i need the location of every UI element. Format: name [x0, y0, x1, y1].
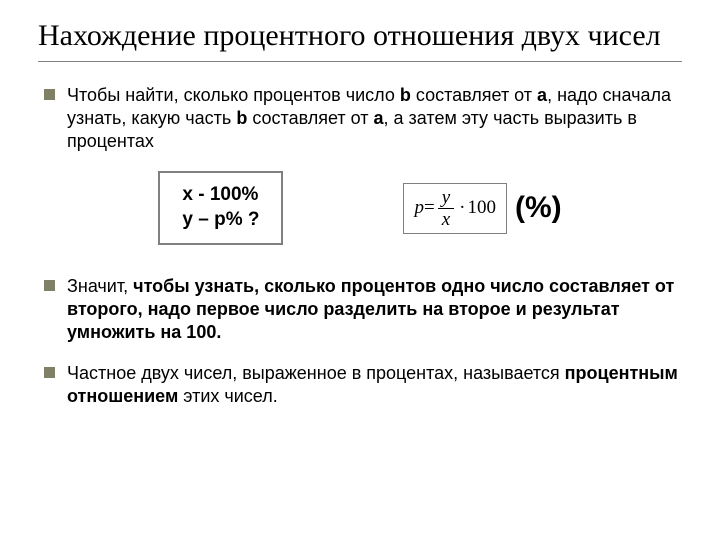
text-part: составляет от — [411, 85, 537, 105]
bullet-3-text: Частное двух чисел, выраженное в процент… — [67, 362, 682, 408]
bullet-2: Значит, чтобы узнать, сколько процентов … — [38, 275, 682, 344]
text-part: этих чисел. — [178, 386, 277, 406]
bullet-marker-icon — [44, 280, 55, 291]
slide: Нахождение процентного отношения двух чи… — [0, 0, 720, 446]
formula-hundred: 100 — [467, 197, 496, 219]
bullet-marker-icon — [44, 367, 55, 378]
bullet-2-text: Значит, чтобы узнать, сколько процентов … — [67, 275, 682, 344]
formula-fraction: y x — [438, 188, 454, 229]
bullet-3: Частное двух чисел, выраженное в процент… — [38, 362, 682, 408]
title-underline — [38, 61, 682, 62]
text-part: Частное двух чисел, выраженное в процент… — [67, 363, 565, 383]
formula-row: x - 100% y – p% ? p = y x · 100 (%) — [38, 171, 682, 244]
formula-den: x — [438, 209, 454, 229]
text-part: Значит, — [67, 276, 133, 296]
formula-lhs: p — [414, 197, 424, 219]
text-bold: b — [236, 108, 247, 128]
text-bold: b — [400, 85, 411, 105]
formula-right-wrap: p = y x · 100 (%) — [403, 183, 561, 234]
text-bold: a — [374, 108, 384, 128]
formula-num: y — [438, 188, 454, 209]
formula-right-box: p = y x · 100 — [403, 183, 506, 234]
text-bold: чтобы узнать, сколько процентов одно чис… — [67, 276, 674, 342]
bullet-marker-icon — [44, 89, 55, 100]
text-bold: a — [537, 85, 547, 105]
slide-title: Нахождение процентного отношения двух чи… — [38, 18, 682, 53]
formula-eq: = — [424, 197, 435, 219]
text-part: составляет от — [247, 108, 373, 128]
formula-left-line2: y – p% ? — [182, 208, 259, 233]
formula-left-line1: x - 100% — [182, 183, 259, 208]
bullet-1: Чтобы найти, сколько процентов число b с… — [38, 84, 682, 153]
bullet-1-text: Чтобы найти, сколько процентов число b с… — [67, 84, 682, 153]
percent-label: (%) — [515, 191, 562, 225]
formula-dot: · — [459, 197, 465, 219]
text-part: Чтобы найти, сколько процентов число — [67, 85, 400, 105]
formula-left-box: x - 100% y – p% ? — [158, 171, 283, 244]
